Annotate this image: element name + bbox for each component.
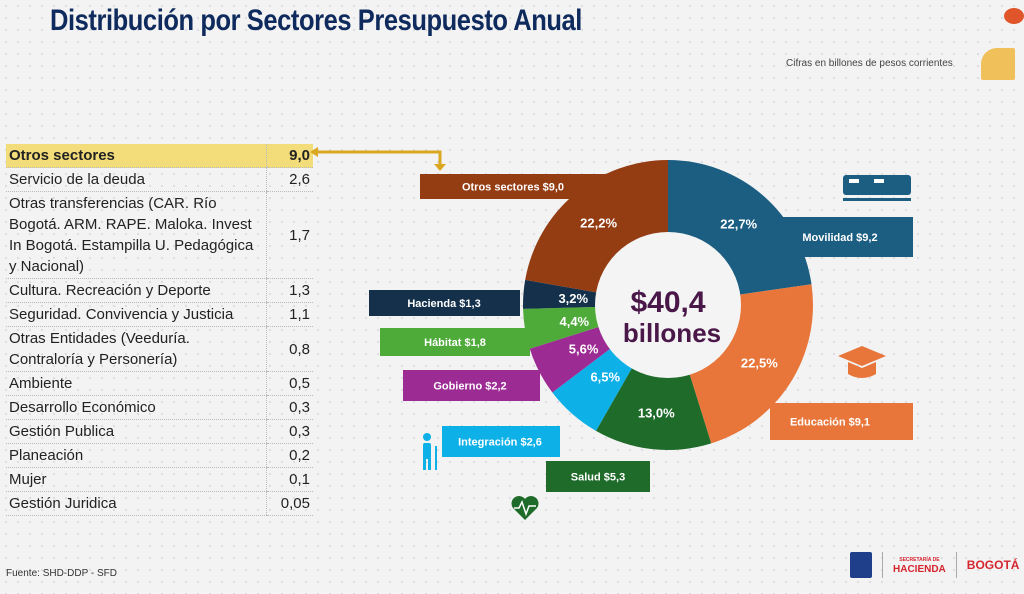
donut-slice — [595, 305, 712, 450]
slice-label-box — [380, 328, 530, 356]
decorative-shape — [981, 48, 1015, 80]
table-row: Cultura. Recreación y Deporte 1,3 — [6, 278, 313, 303]
sector-value: 0,1 — [266, 467, 313, 492]
slice-percent: 22,5% — [741, 356, 778, 371]
sector-value: 0,3 — [266, 395, 313, 420]
slice-label: Integración $2,6 — [458, 437, 542, 449]
source-note: Fuente: SHD-DDP - SFD — [6, 568, 117, 579]
table-row: Gestión Juridica 0,05 — [6, 491, 313, 516]
train-icon — [843, 175, 911, 201]
sector-name: Cultura. Recreación y Deporte — [6, 278, 267, 303]
graduation-cap-icon — [838, 346, 886, 378]
slice-label-box — [770, 403, 913, 440]
slice-percent: 6,5% — [590, 369, 620, 384]
slice-percent: 22,7% — [720, 216, 757, 231]
units-note: Cifras en billones de pesos corrientes — [786, 58, 953, 69]
donut-center — [595, 232, 741, 378]
slice-label-box — [442, 426, 560, 457]
connector-arrow — [315, 150, 442, 165]
slice-label-box — [403, 370, 540, 401]
slice-percent: 13,0% — [638, 405, 675, 420]
sector-value: 0,5 — [266, 371, 313, 396]
hacienda-logo: SECRETARÍA DE HACIENDA — [893, 556, 946, 575]
sector-value: 0,3 — [266, 419, 313, 444]
sector-name: Otras Entidades (Veeduría. Contraloría y… — [6, 326, 267, 372]
slice-label: Gobierno $2,2 — [433, 381, 506, 393]
alcaldia-logo — [850, 552, 872, 578]
page-title: Distribución por Sectores Presupuesto An… — [50, 4, 582, 37]
table-row: Desarrollo Económico 0,3 — [6, 395, 313, 420]
sector-table: Otros sectores 9,0 Servicio de la deuda 2,6… — [6, 144, 313, 516]
elderly-person-icon — [423, 433, 437, 470]
sector-value: 1,7 — [266, 191, 313, 279]
table-row: Gestión Publica 0,3 — [6, 419, 313, 444]
sector-name: Servicio de la deuda — [6, 167, 267, 192]
logos: SECRETARÍA DE HACIENDA BOGOTÁ — [850, 552, 1019, 578]
sector-value: 0,2 — [266, 443, 313, 468]
logo-text-hacienda: HACIENDA — [893, 564, 946, 575]
table-row: Mujer 0,1 — [6, 467, 313, 492]
arrow-head-left — [310, 147, 318, 157]
sector-name: Planeación — [6, 443, 267, 468]
table-row: Planeación 0,2 — [6, 443, 313, 468]
sector-name: Gestión Publica — [6, 419, 267, 444]
slice-label: Movilidad $9,2 — [802, 232, 877, 244]
bogota-logo: BOGOTÁ — [966, 558, 1020, 572]
sector-value: 2,6 — [266, 167, 313, 192]
center-amount: $40,4 — [630, 286, 705, 319]
table-row: Otras transferencias (CAR. Río Bogotá. A… — [6, 191, 313, 279]
sector-name: Desarrollo Económico — [6, 395, 267, 420]
sector-name: Mujer — [6, 467, 267, 492]
table-row: Servicio de la deuda 2,6 — [6, 167, 313, 192]
sector-value: 1,1 — [266, 302, 313, 327]
sector-value: 9,0 — [266, 144, 313, 168]
table-row: Ambiente 0,5 — [6, 371, 313, 396]
table-row: Otras Entidades (Veeduría. Contraloría y… — [6, 326, 313, 372]
slice-label-box — [369, 290, 520, 316]
slice-percent: 3,2% — [558, 291, 588, 306]
sector-value: 0,8 — [266, 326, 313, 372]
arrow-head-down — [434, 164, 446, 171]
slice-label: Educación $9,1 — [790, 417, 870, 429]
sector-value: 0,05 — [266, 491, 313, 516]
sector-name: Otras transferencias (CAR. Río Bogotá. A… — [6, 191, 267, 279]
table-row: Seguridad. Convivencia y Justicia 1,1 — [6, 302, 313, 327]
slice-label: Salud $5,3 — [571, 472, 625, 484]
heart-pulse-icon — [511, 496, 539, 520]
slice-label: Hacienda $1,3 — [407, 298, 480, 310]
sector-name: Gestión Juridica — [6, 491, 267, 516]
slice-percent: 4,4% — [559, 314, 589, 329]
sector-name: Ambiente — [6, 371, 267, 396]
decorative-dot — [1004, 8, 1024, 24]
sector-name: Seguridad. Convivencia y Justicia — [6, 302, 267, 327]
center-unit: billones — [623, 318, 721, 348]
table-row: Otros sectores 9,0 — [6, 144, 313, 168]
sector-name: Otros sectores — [6, 144, 267, 168]
slice-percent: 5,6% — [569, 342, 599, 357]
slice-percent: 22,2% — [580, 215, 617, 230]
slice-label: Otros sectores $9,0 — [462, 182, 564, 194]
sector-value: 1,3 — [266, 278, 313, 303]
slice-label-box — [546, 461, 650, 492]
logo-text-top: SECRETARÍA DE — [899, 557, 940, 563]
slice-label: Hábitat $1,8 — [424, 337, 486, 349]
